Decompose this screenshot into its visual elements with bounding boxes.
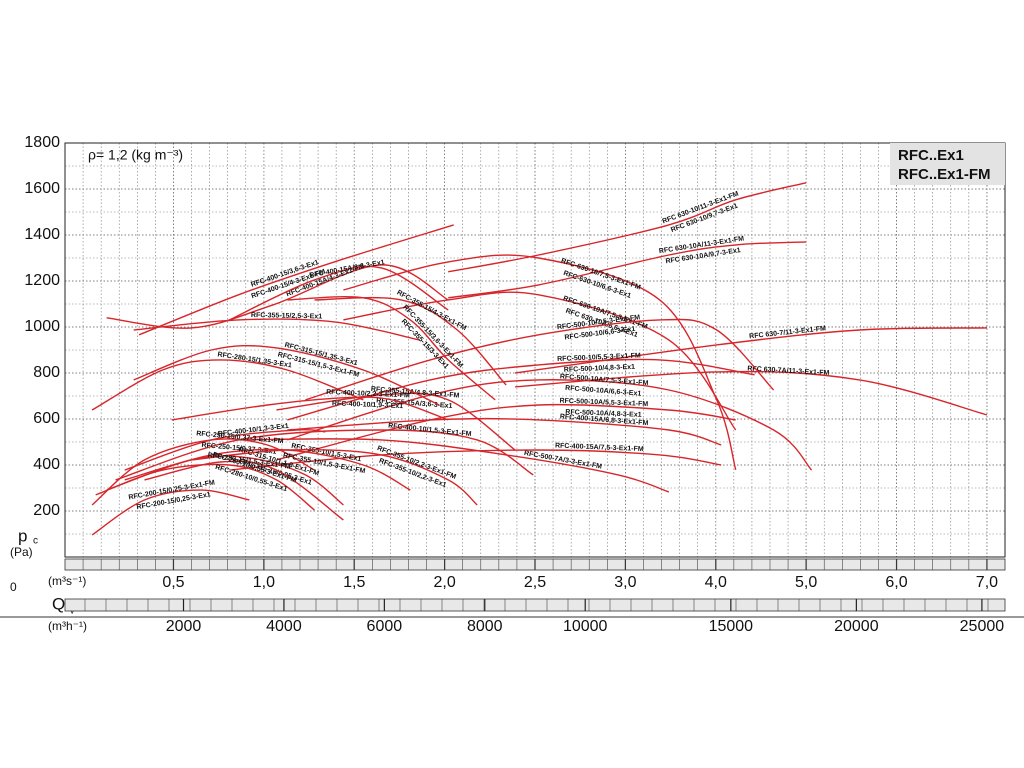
fan-curve — [133, 318, 420, 341]
x2-tick-label: 10000 — [563, 618, 608, 635]
y-label-subscript: c — [33, 536, 38, 547]
fan-curve — [95, 463, 315, 511]
x-label-symbol: Q — [52, 594, 65, 613]
curve-label: RFC-500-10A/5,5-3-Ex1-FM — [559, 398, 648, 408]
axes: 200 400 600 800 1000 1200 1400 1600 1800 0,5 1,0 1,… — [24, 134, 1004, 635]
x-tick-label: 3,0 — [614, 574, 636, 591]
x2-tick-label: 4000 — [266, 618, 302, 635]
curve-label: RFC 630-7A/11-3-Ex1-FM — [747, 365, 830, 377]
y-label-symbol: p — [18, 526, 27, 545]
fan-curve — [343, 291, 737, 431]
fan-curve — [287, 379, 813, 471]
y-tick-label: 1000 — [24, 318, 60, 335]
fan-curve — [305, 318, 775, 401]
fan-curve — [171, 396, 449, 421]
fan-curve — [515, 327, 987, 374]
curve-label: RFC-355-15/2,5-3-Ex1 — [251, 312, 322, 320]
x-tick-label: 2,5 — [524, 574, 546, 591]
x-tick-label: 1,0 — [253, 574, 275, 591]
fan-curve — [287, 295, 496, 401]
y-tick-label: 200 — [33, 502, 60, 519]
x2-tick-label: 6000 — [367, 618, 403, 635]
legend-line: RFC..Ex1-FM — [898, 166, 991, 183]
x2-label-unit: (m³h⁻¹) — [48, 619, 87, 633]
plot-frame — [64, 142, 1006, 558]
fan-curve — [448, 241, 807, 299]
fan-curve — [115, 429, 534, 481]
fan-curve — [229, 449, 722, 471]
fan-curve — [276, 392, 516, 451]
curve-label: RFC-500-10A/4,8-3-Ex1 — [565, 409, 642, 419]
x-origin: 0 — [10, 580, 17, 594]
fan-curve — [144, 460, 344, 521]
fan-curve — [314, 296, 507, 386]
y-tick-label: 1600 — [24, 180, 60, 197]
curve-label: RFC-500-10/5,5-3-Ex1-FM — [557, 353, 641, 364]
fan-curve — [91, 359, 364, 411]
legend-box — [890, 143, 1005, 185]
x-tick-label: 4,0 — [705, 574, 727, 591]
fan-curve — [229, 265, 449, 321]
y-tick-label: 400 — [33, 456, 60, 473]
y-tick-label: 1200 — [24, 272, 60, 289]
fan-curve — [448, 182, 807, 273]
y-label-unit: (Pa) — [10, 545, 33, 559]
curve-label: RFC-400-10/1,9-3-Ex1 — [332, 400, 404, 410]
curve-label: RFC-400-10/2,2-3-Ex1-FM — [326, 389, 410, 400]
x2-tick-label: 15000 — [709, 618, 754, 635]
x-tick-label: 7,0 — [976, 574, 998, 591]
x-tick-label: 6,0 — [885, 574, 907, 591]
fan-curve — [124, 428, 326, 471]
y-tick-label: 1400 — [24, 226, 60, 243]
fan-curve — [133, 344, 440, 406]
y-tick-label: 800 — [33, 364, 60, 381]
curve-label: RFC-500-10/4,8-3-Ex1 — [564, 364, 636, 374]
fan-curve — [276, 403, 736, 461]
y-tick-label: 600 — [33, 410, 60, 427]
fan-curve — [238, 438, 670, 493]
x-label-unit: (m³s⁻¹) — [48, 574, 86, 588]
x-tick-label: 2,0 — [433, 574, 455, 591]
x2-tick-label: 25000 — [960, 618, 1005, 635]
x2-tick-label: 20000 — [834, 618, 879, 635]
fan-curve — [91, 489, 250, 536]
x2-scale-bar — [64, 598, 1006, 612]
x-tick-label: 1,5 — [343, 574, 365, 591]
fan-curve — [343, 254, 737, 470]
x2-tick-label: 8000 — [467, 618, 503, 635]
curve-label: RFC-400-15A/7,5-3-Ex1-FM — [555, 443, 644, 454]
density-note: ρ= 1,2 (kg m⁻³) — [88, 147, 183, 163]
x2-tick-label: 2000 — [166, 618, 202, 635]
x-tick-label: 0,5 — [162, 574, 184, 591]
fan-curve — [191, 449, 478, 506]
legend-line: RFC..Ex1 — [898, 147, 964, 164]
y-tick-label: 1800 — [24, 134, 60, 151]
x-tick-label: 5,0 — [795, 574, 817, 591]
fan-curve — [287, 417, 722, 446]
fan-curve — [138, 224, 454, 336]
